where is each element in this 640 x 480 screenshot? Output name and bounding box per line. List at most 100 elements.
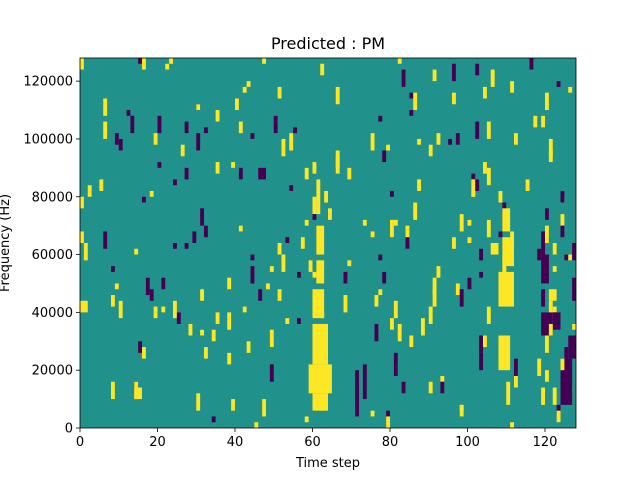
heatmap-cell-high — [87, 185, 92, 197]
heatmap-cell-high — [211, 329, 216, 342]
heatmap-cell-high — [300, 237, 305, 249]
heatmap-cell-low — [312, 214, 317, 220]
heatmap-cell-low — [498, 231, 503, 238]
heatmap-cell-high — [545, 225, 549, 243]
heatmap-cell-high — [514, 370, 518, 388]
heatmap-cell-high — [514, 133, 518, 145]
heatmap-cell-high — [548, 150, 553, 163]
y-tick-label: 60000 — [32, 248, 73, 263]
heatmap-cell-high — [432, 69, 437, 82]
y-tick-label: 80000 — [32, 190, 73, 205]
heatmap-cell-high — [80, 196, 84, 209]
heatmap-cell-high — [173, 300, 177, 319]
heatmap-cell-low — [355, 370, 360, 417]
heatmap-cell-low — [211, 416, 216, 423]
heatmap-cell-low — [541, 254, 549, 284]
heatmap-cell-low — [382, 150, 387, 163]
heatmap-cell-high — [200, 289, 205, 301]
heatmap-cell-high — [149, 190, 154, 197]
heatmap-cell-low — [382, 271, 387, 284]
heatmap-cell-high — [428, 306, 433, 324]
heatmap-cell-low — [297, 271, 301, 278]
heatmap-cell-low — [572, 277, 576, 301]
heatmap-cell-high — [269, 266, 274, 272]
x-axis-label: Time step — [295, 456, 360, 471]
heatmap-cell-high — [238, 225, 243, 232]
heatmap-cell-low — [529, 58, 534, 70]
heatmap-cell-low — [514, 358, 518, 376]
heatmap-cell-high — [486, 219, 491, 238]
heatmap-cell-high — [483, 335, 487, 348]
heatmap-cell-high — [343, 295, 348, 313]
heatmap-cell-low — [157, 162, 162, 168]
heatmap-cell-high — [409, 335, 414, 348]
heatmap-cell-high — [235, 98, 239, 111]
heatmap-cell-low — [479, 352, 484, 371]
heatmap-cell-low — [541, 289, 546, 307]
heatmap-cell-high — [200, 329, 205, 336]
heatmap-cell-low — [149, 289, 154, 301]
heatmap-cell-high — [413, 92, 418, 111]
heatmap-cell-low — [475, 63, 480, 76]
heatmap-cell-high — [397, 323, 402, 342]
heatmap-cell-low — [343, 271, 348, 284]
heatmap-cell-high — [254, 422, 259, 428]
heatmap-cell-high — [316, 225, 325, 255]
heatmap-cell-low — [157, 115, 162, 134]
heatmap-cell-low — [564, 347, 569, 365]
heatmap-cell-low — [401, 381, 406, 394]
heatmap-cell-high — [277, 289, 282, 301]
heatmap-cell-high — [312, 393, 328, 411]
heatmap-cell-low — [103, 231, 108, 249]
heatmap-cell-high — [374, 295, 379, 307]
heatmap-cell-high — [440, 375, 445, 382]
heatmap-cell-high — [246, 341, 251, 353]
heatmap-cell-high — [386, 416, 391, 428]
heatmap-cell-high — [428, 144, 433, 157]
heatmap-cell-high — [320, 63, 325, 76]
heatmap-cell-low — [297, 318, 301, 324]
heatmap-cell-high — [370, 410, 375, 417]
y-axis: 0 20000 40000 60000 80000 100000 120000 — [23, 75, 80, 437]
heatmap-cell-high — [215, 110, 220, 122]
heatmap-cell-low — [173, 179, 177, 186]
heatmap-cell-high — [397, 58, 402, 64]
heatmap-cell-low — [196, 133, 201, 151]
heatmap-cell-high — [312, 271, 317, 278]
heatmap-cell-low — [537, 248, 542, 261]
heatmap-cell-high — [455, 283, 460, 296]
heatmap-cell-high — [227, 277, 232, 290]
heatmap-cell-high — [525, 179, 530, 191]
heatmap-cell-high — [153, 312, 158, 319]
heatmap-cell-high — [467, 219, 472, 226]
heatmap-cell-high — [486, 167, 491, 186]
heatmap-cell-high — [572, 323, 576, 330]
heatmap-cell-high — [490, 69, 495, 87]
heatmap-cell-high — [231, 399, 236, 411]
heatmap-cell-high — [452, 237, 456, 249]
heatmap-cell-low — [138, 58, 143, 64]
heatmap-cell-high — [316, 260, 325, 284]
heatmap-cell-low — [258, 167, 266, 180]
heatmap-cell-high — [386, 144, 391, 151]
heatmap-cell-high — [417, 179, 422, 191]
heatmap-cell-high — [560, 214, 565, 226]
x-tick-label: 100 — [455, 435, 480, 450]
heatmap-cell-low — [285, 237, 290, 243]
heatmap-cell-high — [510, 81, 515, 93]
heatmap-cell-high — [153, 133, 158, 145]
heatmap-cell-high — [548, 323, 553, 336]
heatmap-cell-low — [204, 225, 208, 238]
heatmap-cell-high — [281, 138, 286, 157]
heatmap-cell-high — [490, 243, 499, 255]
heatmap-cell-high — [308, 260, 313, 272]
heatmap-cell-high — [227, 312, 232, 330]
heatmap-cell-high — [552, 266, 557, 272]
heatmap-cell-low — [448, 138, 453, 145]
heatmap-cell-high — [347, 260, 352, 267]
y-axis-label: Frequency (Hz) — [0, 194, 13, 292]
heatmap-cell-low — [455, 133, 460, 145]
heatmap-cell-low — [192, 231, 197, 243]
heatmap-cell-high — [390, 219, 394, 238]
heatmap-cell-high — [99, 179, 104, 191]
